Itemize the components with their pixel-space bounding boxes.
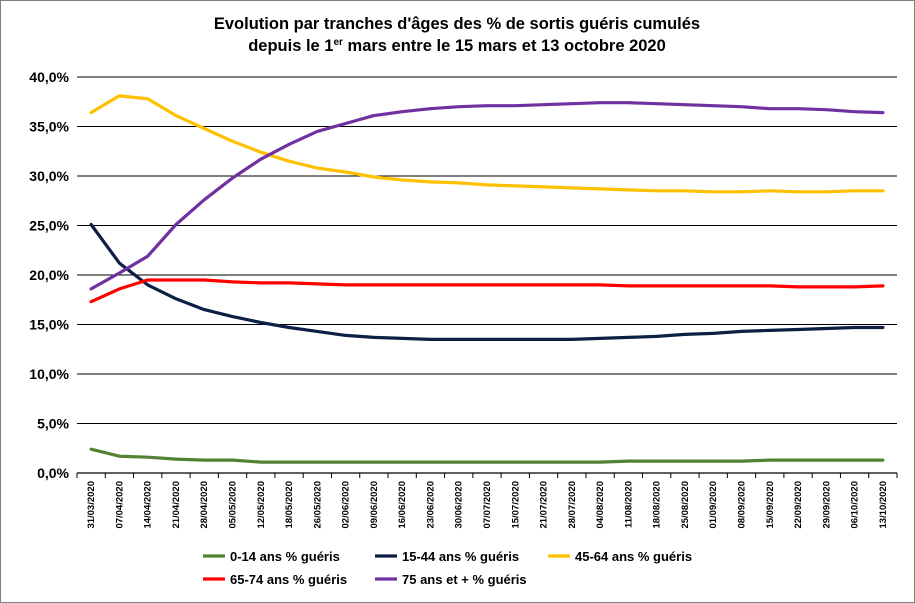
x-tick-label: 25/08/2020 (680, 481, 691, 529)
x-tick-label: 28/07/2020 (567, 481, 578, 529)
y-tick-label: 15,0% (29, 317, 69, 333)
x-tick-label: 02/06/2020 (341, 481, 352, 529)
x-tick-label: 05/05/2020 (228, 481, 239, 529)
x-tick-label: 07/04/2020 (114, 481, 125, 529)
x-tick-label: 04/08/2020 (595, 481, 606, 529)
y-tick-label: 0,0% (37, 465, 69, 481)
gridlines (77, 76, 897, 424)
x-tick-label: 15/07/2020 (510, 481, 521, 529)
y-tick-label: 35,0% (29, 119, 69, 135)
x-tick-label: 09/06/2020 (369, 481, 380, 529)
x-tick-label: 23/06/2020 (425, 481, 436, 529)
x-axis: 31/03/2020 07/04/2020 14/04/2020 21/04/2020… (76, 472, 898, 529)
chart-title-line2: depuis le 1er mars entre le 15 mars et 1… (248, 37, 666, 55)
legend-label: 75 ans et + % guéris (402, 572, 527, 587)
chart-title-line2-end: mars entre le 15 mars et 13 octobre 2020 (343, 37, 666, 55)
x-tick-label: 22/09/2020 (793, 481, 804, 529)
x-tick-label: 11/08/2020 (623, 481, 634, 528)
legend: 0-14 ans % guéris 15-44 ans % guéris 45-64… (203, 549, 692, 587)
x-tick-label: 07/07/2020 (482, 481, 493, 529)
legend-label: 45-64 ans % guéris (575, 549, 692, 564)
chart-title-line1: Evolution par tranches d'âges des % de s… (214, 15, 700, 33)
chart-title-superscript: er (333, 37, 343, 48)
x-tick-label: 13/10/2020 (878, 481, 889, 529)
y-axis: 0,0% 5,0% 10,0% 15,0% 20,0% 25,0% 30,0% 35,0% 40… (29, 69, 69, 481)
chart-title-line2-start: depuis le 1 (248, 37, 333, 55)
x-tick-label: 29/09/2020 (821, 481, 832, 529)
x-tick-label: 26/05/2020 (312, 481, 323, 529)
x-tick-label: 14/04/2020 (143, 481, 154, 529)
x-tick-label: 06/10/2020 (850, 481, 861, 529)
x-tick-label: 18/05/2020 (284, 481, 295, 529)
plot-area (89, 94, 885, 464)
series-line (89, 94, 885, 194)
series-line (89, 447, 885, 464)
x-tick-label: 28/04/2020 (199, 481, 210, 529)
x-tick-label: 15/09/2020 (765, 481, 776, 529)
x-tick-label: 16/06/2020 (397, 481, 408, 529)
y-tick-label: 25,0% (29, 218, 69, 234)
x-tick-label: 31/03/2020 (86, 481, 97, 529)
x-tick-label: 21/07/2020 (539, 481, 550, 529)
x-tick-label: 30/06/2020 (454, 481, 465, 529)
legend-label: 65-74 ans % guéris (230, 572, 347, 587)
x-tick-label: 21/04/2020 (171, 481, 182, 529)
y-tick-label: 20,0% (29, 267, 69, 283)
y-tick-label: 30,0% (29, 168, 69, 184)
legend-label: 0-14 ans % guéris (230, 549, 340, 564)
y-tick-label: 40,0% (29, 69, 69, 85)
y-tick-label: 5,0% (37, 416, 69, 432)
x-tick-label: 01/09/2020 (708, 481, 719, 529)
series-line (89, 101, 885, 291)
legend-label: 15-44 ans % guéris (402, 549, 519, 564)
series-line (89, 278, 885, 304)
x-tick-label: 08/09/2020 (736, 481, 747, 529)
series-line (89, 222, 885, 341)
x-tick-label: 12/05/2020 (256, 481, 267, 529)
y-tick-label: 10,0% (29, 366, 69, 382)
x-tick-label: 18/08/2020 (652, 481, 663, 529)
